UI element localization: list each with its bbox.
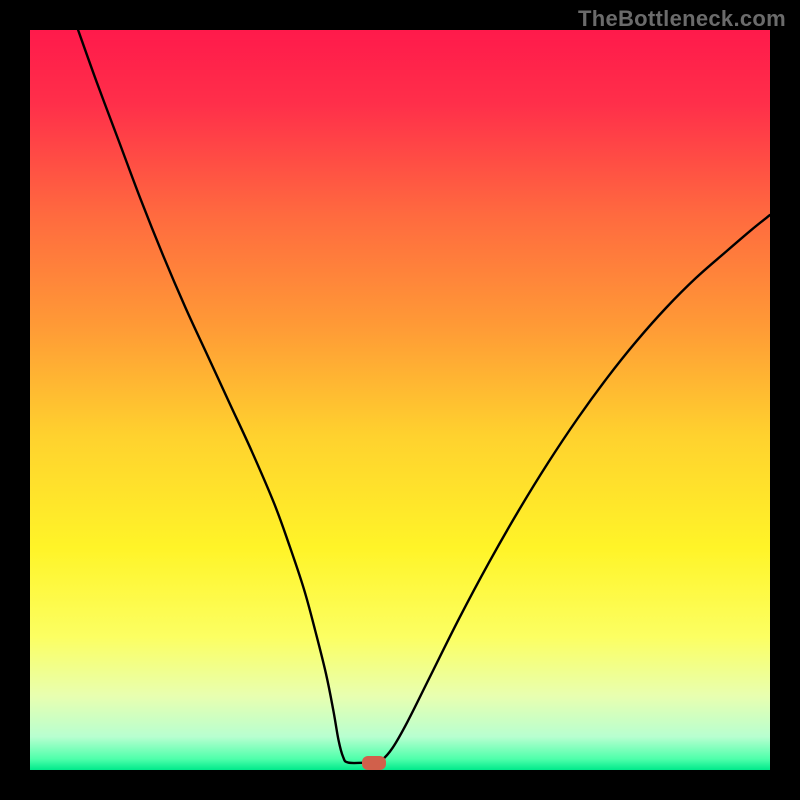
heatmap-background	[30, 30, 770, 770]
chart-frame: TheBottleneck.com	[0, 0, 800, 800]
chart-svg	[30, 30, 770, 770]
optimum-marker	[362, 756, 386, 770]
watermark-text: TheBottleneck.com	[578, 6, 786, 32]
plot-area	[30, 30, 770, 770]
